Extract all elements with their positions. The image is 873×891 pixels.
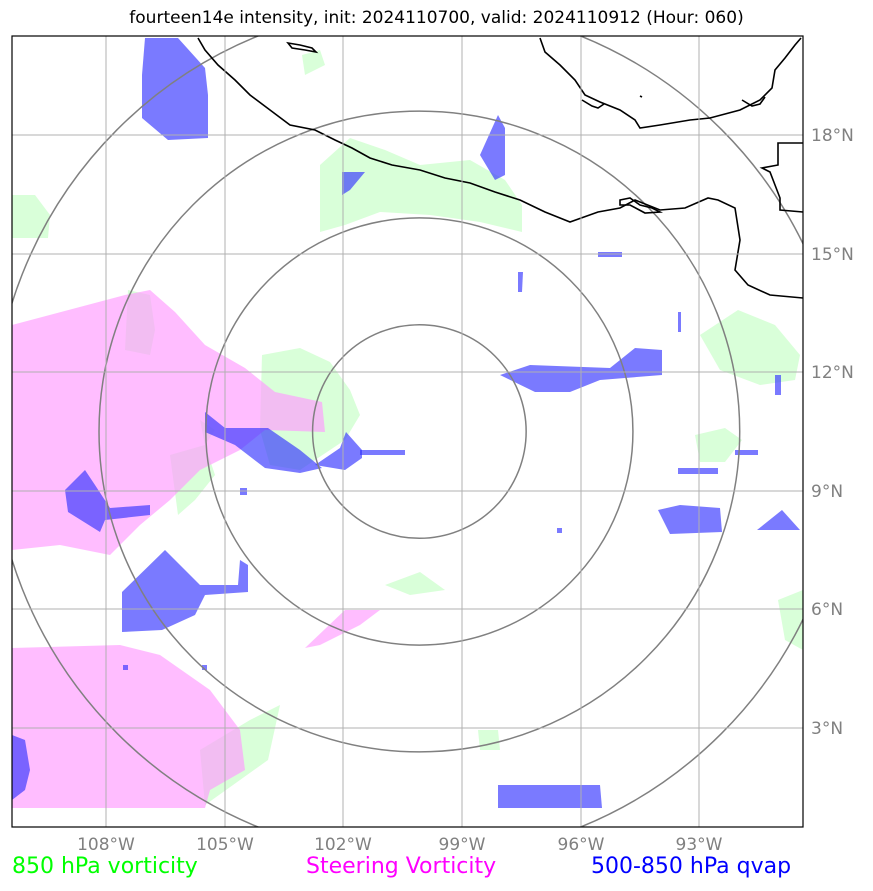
lat-label-6n: 6°N [811,600,843,620]
lat-label-9n: 9°N [811,482,843,502]
map-title: fourteen14e intensity, init: 2024110700,… [129,8,744,28]
gridlines [12,36,803,827]
lat-label-18n: 18°N [811,126,854,146]
legend-850-vorticity: 850 hPa vorticity [12,854,198,879]
map-frame [11,35,804,828]
legend-steering-vorticity: Steering Vorticity [306,854,497,879]
lat-label-12n: 12°N [811,363,854,383]
lon-label-93w: 93°W [676,835,723,855]
range-ring-3 [98,110,741,753]
lat-label-3n: 3°N [811,719,843,739]
coastline [197,37,803,299]
lon-label-108w: 108°W [77,835,135,855]
range-ring-2 [205,217,634,646]
range-ring-1 [311,323,527,540]
lon-label-96w: 96°W [558,835,605,855]
lon-label-99w: 99°W [439,835,486,855]
legend-qvap: 500-850 hPa qvap [591,854,792,879]
lon-label-102w: 102°W [314,835,372,855]
lat-label-15n: 15°N [811,245,854,265]
lon-label-105w: 105°W [196,835,254,855]
range-rings [12,36,803,827]
